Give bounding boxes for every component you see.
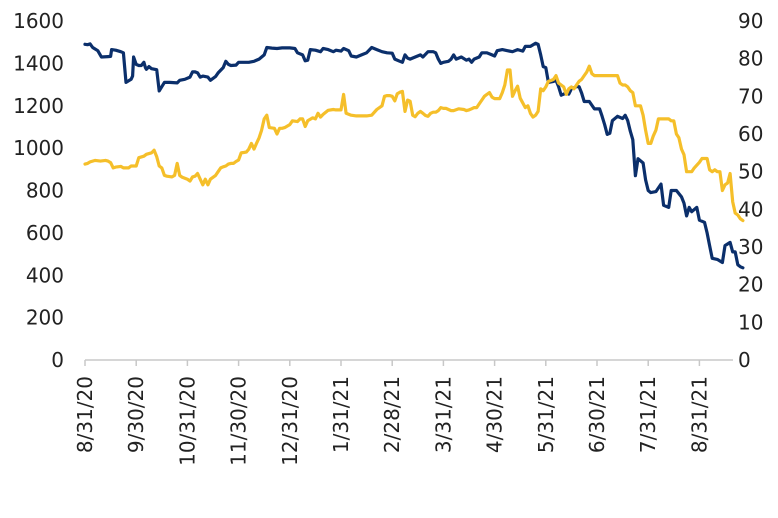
right-y-axis-ticks: 0 10 20 30 40 50 60 70 80 90: [738, 9, 763, 372]
navy-series-line: [83, 41, 745, 270]
x-tick-label: 8/31/20: [73, 376, 97, 453]
left-y-tick-label: 1000: [13, 136, 64, 160]
left-y-tick-label: 1200: [13, 94, 64, 118]
right-y-tick-label: 90: [738, 9, 763, 33]
left-y-tick-label: 1600: [13, 9, 64, 33]
right-y-tick-label: 20: [738, 273, 763, 297]
x-axis-ticks: 8/31/20 9/30/20 10/31/20 11/30/20 12/31/20 1/…: [73, 360, 711, 466]
right-y-tick-label: 60: [738, 122, 763, 146]
right-y-tick-label: 0: [738, 348, 751, 372]
left-y-tick-label: 800: [26, 179, 64, 203]
x-tick-label: 4/30/21: [483, 376, 507, 453]
left-y-axis-ticks: 0 200 400 600 800 1000 1200 1400 1600: [13, 9, 64, 372]
x-tick-label: 12/31/20: [278, 376, 302, 466]
right-y-tick-label: 30: [738, 235, 763, 259]
right-y-tick-label: 70: [738, 84, 763, 108]
gold-series-line: [83, 64, 745, 223]
x-tick-label: 3/31/21: [431, 376, 455, 453]
left-y-tick-label: 0: [51, 348, 64, 372]
x-tick-label: 1/31/21: [329, 376, 353, 453]
right-y-tick-label: 80: [738, 47, 763, 71]
left-y-tick-label: 600: [26, 221, 64, 245]
x-tick-label: 9/30/20: [124, 376, 148, 453]
x-tick-label: 8/31/21: [687, 376, 711, 453]
right-y-tick-label: 50: [738, 160, 763, 184]
left-y-tick-label: 1400: [13, 51, 64, 75]
x-tick-label: 11/30/20: [227, 376, 251, 466]
x-tick-label: 7/31/21: [636, 376, 660, 453]
x-tick-label: 5/31/21: [534, 376, 558, 453]
x-tick-label: 10/31/20: [175, 376, 199, 466]
series-group: [83, 41, 745, 270]
right-y-tick-label: 10: [738, 310, 763, 334]
left-y-tick-label: 200: [26, 306, 64, 330]
x-tick-label: 6/30/21: [585, 376, 609, 453]
right-y-tick-label: 40: [738, 197, 763, 221]
x-tick-label: 2/28/21: [380, 376, 404, 453]
left-y-tick-label: 400: [26, 263, 64, 287]
